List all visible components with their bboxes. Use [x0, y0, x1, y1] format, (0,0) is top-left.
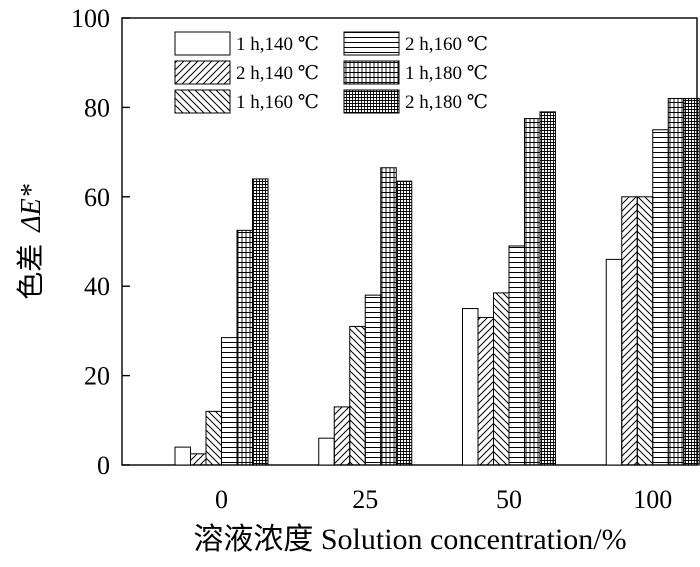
bar [683, 97, 700, 466]
y-tick-label: 0 [97, 451, 110, 480]
x-tick-label: 0 [215, 485, 228, 514]
y-tick-label: 100 [71, 4, 110, 33]
legend-label: 1 h,180 ℃ [405, 63, 488, 84]
legend-swatch [174, 31, 231, 56]
legend-swatch [174, 60, 231, 85]
bar [380, 167, 397, 466]
legend-swatch [343, 89, 400, 114]
legend-swatch [343, 60, 400, 85]
bar [477, 316, 494, 466]
y-tick-label: 40 [84, 272, 110, 301]
bar [252, 178, 269, 466]
y-tick-label: 80 [84, 93, 110, 122]
y-tick-label: 20 [84, 362, 110, 391]
y-axis-label: 色差 ΔE* [15, 184, 47, 300]
bar [667, 97, 685, 466]
bar [364, 294, 382, 466]
bar [236, 229, 253, 466]
legend: 1 h,140 ℃ 2 h,140 ℃ 1 h,160 ℃ 2 h,160 ℃ 1 h,… [174, 31, 488, 114]
bar [636, 196, 654, 466]
bar [349, 325, 366, 466]
legend-label: 2 h,160 ℃ [405, 34, 488, 55]
bars [174, 97, 700, 466]
legend-label: 2 h,180 ℃ [405, 92, 488, 113]
y-tick-label: 60 [84, 183, 110, 212]
x-tick-label: 100 [633, 485, 672, 514]
x-tick-label: 25 [352, 485, 378, 514]
legend-swatch [174, 89, 231, 114]
bar [333, 406, 351, 466]
bar [205, 410, 222, 466]
bar [621, 196, 638, 466]
bar [605, 258, 623, 466]
bar [652, 129, 669, 466]
axes: 0 20 40 60 80 100 0 25 50 100 [71, 4, 698, 514]
bar [174, 446, 191, 466]
x-axis-label: 溶液浓度 Solution concentration/% [193, 523, 626, 556]
bar [221, 337, 238, 466]
bar [190, 453, 207, 466]
bar [539, 111, 556, 466]
legend-label: 1 h,140 ℃ [236, 34, 319, 55]
bar [462, 308, 479, 466]
bar [508, 245, 525, 466]
legend-label: 2 h,140 ℃ [236, 63, 319, 84]
bar [395, 180, 413, 466]
x-tick-label: 50 [496, 485, 522, 514]
y-axis-label-text: 色差 [15, 244, 47, 300]
legend-swatch [343, 31, 400, 56]
bar [524, 118, 541, 466]
bar [318, 437, 335, 466]
legend-label: 1 h,160 ℃ [236, 92, 319, 113]
svg-text:色差ΔE*: 色差 ΔE* [15, 184, 47, 300]
bar [493, 292, 510, 466]
y-axis-symbol: ΔE* [16, 184, 47, 233]
